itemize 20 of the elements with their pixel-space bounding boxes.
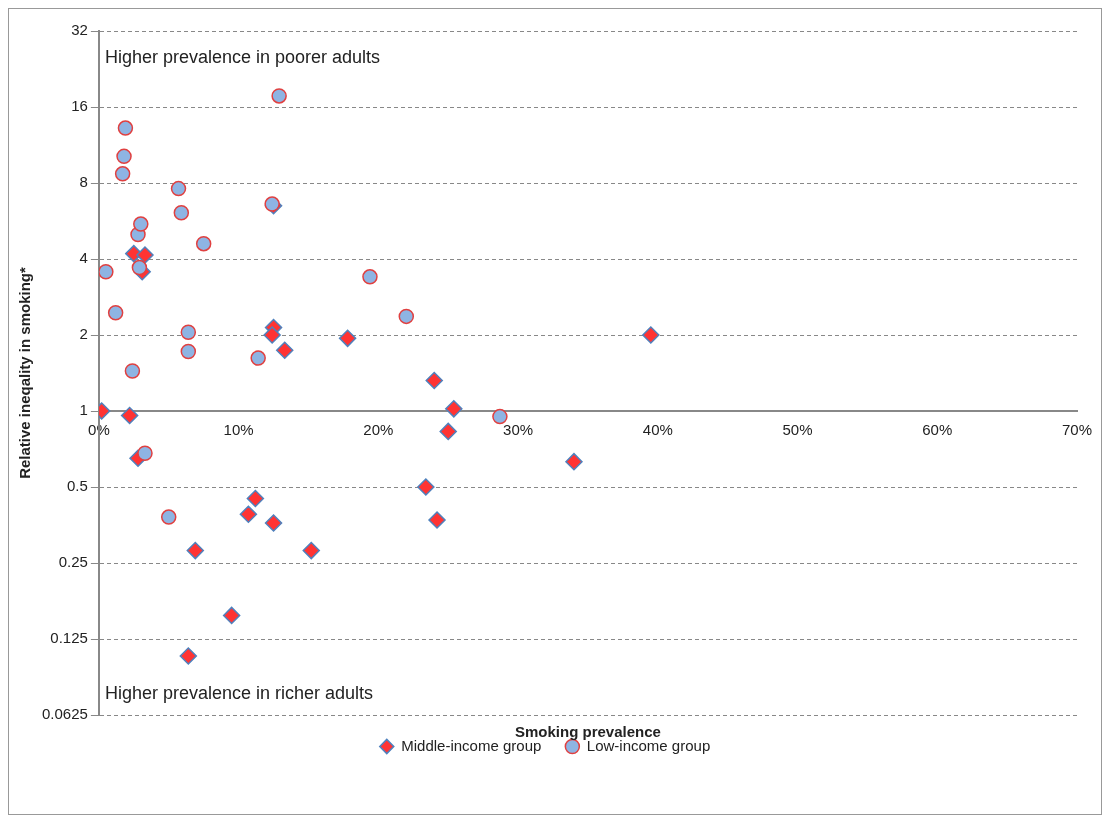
x-tick-label: 20%: [363, 421, 394, 439]
x-tick-label: 10%: [223, 421, 254, 439]
x-tick-label: 50%: [782, 421, 813, 439]
y-tick-label: 4: [79, 249, 88, 267]
x-tick-label: 30%: [503, 421, 534, 439]
y-tick-label: 0.125: [50, 629, 88, 647]
y-tick-label: 0.0625: [41, 705, 88, 723]
annotation: Higher prevalence in richer adults: [104, 682, 374, 703]
y-tick-label: 2: [79, 325, 88, 343]
annotation: Higher prevalence in poorer adults: [104, 46, 381, 67]
y-tick-label: 0.5: [67, 477, 88, 495]
x-tick-label: 40%: [642, 421, 673, 439]
y-tick-label: 0.25: [58, 553, 88, 571]
x-tick-label: 60%: [922, 421, 953, 439]
y-tick-label: 8: [79, 173, 88, 191]
y-tick-label: 1: [79, 401, 88, 419]
y-axis-title: Relative ineqality in smoking*: [16, 266, 34, 479]
y-tick-label: 32: [71, 21, 88, 39]
y-tick-label: 16: [71, 97, 88, 115]
x-tick-label: 70%: [1061, 421, 1093, 439]
